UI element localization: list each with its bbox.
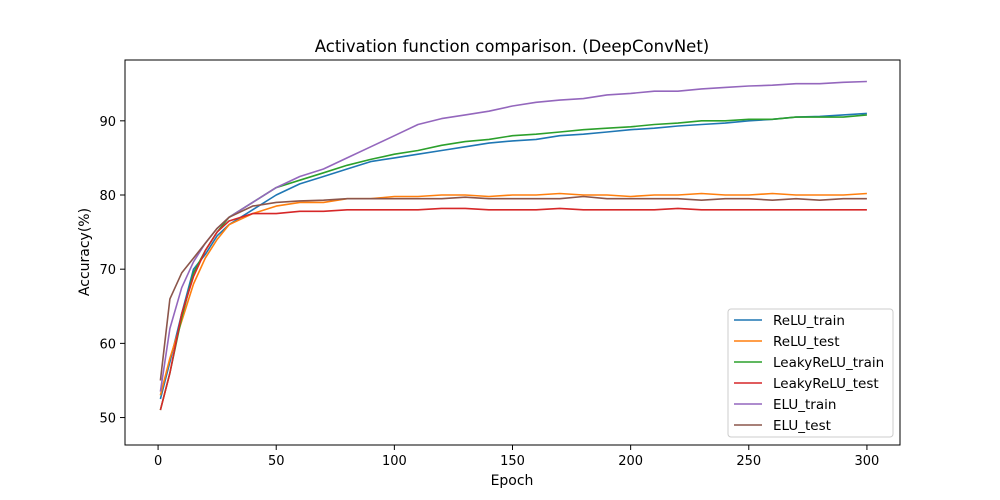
x-axis: 0 50 100 150 200 250 300	[154, 445, 879, 469]
series-line-relu-train	[159, 112, 867, 400]
legend-label-elu-train: ELU_train	[773, 397, 836, 413]
y-tick-label: 70	[99, 263, 116, 278]
legend-box	[727, 308, 894, 438]
series-line-relu-test	[159, 192, 867, 396]
legend-label-relu-train: ReLU_train	[773, 313, 845, 329]
x-axis-label: Epoch	[491, 473, 534, 489]
x-tick-label: 0	[154, 454, 162, 469]
y-tick-label: 80	[99, 189, 116, 204]
series-layer	[159, 80, 867, 411]
x-tick-label: 250	[736, 454, 761, 469]
x-tick-label: 300	[855, 454, 880, 469]
x-tick-label: 100	[382, 454, 407, 469]
x-tick-label: 200	[618, 454, 643, 469]
chart-title: Activation function comparison. (DeepCon…	[315, 37, 710, 56]
legend-label-relu-test: ReLU_test	[773, 334, 840, 350]
series-line-leakyrelu-train	[159, 114, 867, 411]
y-tick-label: 50	[99, 412, 116, 427]
series-line-elu-test	[159, 195, 867, 381]
legend: ReLU_train ReLU_test LeakyReLU_train LeakyR…	[727, 308, 894, 438]
y-axis-label: Accuracy(%)	[77, 208, 93, 296]
y-axis: 50 60 70 80 90	[99, 115, 125, 427]
legend-label-leakyrelu-test: LeakyReLU_test	[773, 376, 879, 392]
y-tick-label: 90	[99, 115, 116, 130]
x-tick-label: 50	[268, 454, 285, 469]
legend-label-elu-test: ELU_test	[773, 418, 831, 434]
x-tick-label: 150	[500, 454, 525, 469]
y-tick-label: 60	[99, 337, 116, 352]
series-line-leakyrelu-test	[159, 207, 867, 411]
legend-label-leakyrelu-train: LeakyReLU_train	[773, 355, 884, 371]
